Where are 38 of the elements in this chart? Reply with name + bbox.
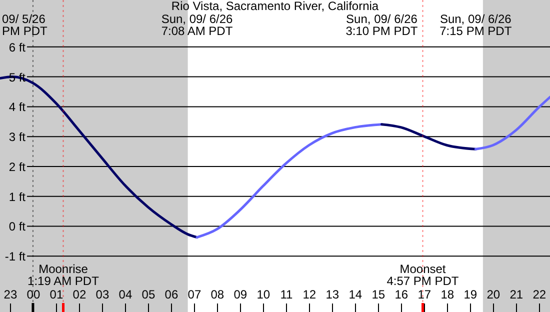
x-tick-label: 14 (348, 288, 362, 302)
x-tick-label: 20 (486, 288, 500, 302)
ref-line-label: Moonset 4:57 PM PDT (386, 262, 460, 288)
x-tick-label: 01 (50, 288, 64, 302)
x-tick-label: 12 (302, 288, 316, 302)
y-tick-label: 4 ft (8, 100, 26, 114)
x-tick-label: 03 (96, 288, 110, 302)
annotation: 09/ 5/26 PM PDT (2, 12, 48, 38)
x-tick-label: 19 (464, 288, 478, 302)
x-tick-label: 21 (510, 288, 524, 302)
x-tick-label: 10 (256, 288, 270, 302)
y-tick-label: 2 ft (8, 160, 26, 174)
x-tick-label: 15 (372, 288, 386, 302)
x-tick-label: 08 (210, 288, 224, 302)
x-tick-label: 13 (326, 288, 340, 302)
x-tick-label: 06 (164, 288, 178, 302)
y-tick-label: 3 ft (8, 130, 26, 144)
x-tick-label: 18 (440, 288, 454, 302)
x-tick-label: 23 (4, 288, 18, 302)
ref-line-label: Moonrise 1:19 AM PDT (28, 262, 100, 288)
y-tick-label: 6 ft (8, 40, 26, 54)
y-tick-label: -1 ft (4, 250, 26, 264)
x-tick-label: 22 (532, 288, 546, 302)
x-tick-label: 11 (280, 288, 293, 302)
x-tick-label: 04 (118, 288, 132, 302)
y-tick-label: 0 ft (8, 220, 26, 234)
annotation: Sun, 09/ 6/26 7:15 PM PDT (440, 12, 512, 38)
x-tick-label: 05 (142, 288, 156, 302)
y-tick-label: 1 ft (8, 190, 26, 204)
x-tick-label: 17 (418, 288, 432, 302)
x-tick-label: 09 (234, 288, 248, 302)
x-tick-label: 07 (188, 288, 202, 302)
annotation: Sun, 09/ 6/26 7:08 AM PDT (161, 12, 234, 38)
x-tick-label: 02 (72, 288, 86, 302)
x-tick-label: 00 (26, 288, 40, 302)
annotation: Sun, 09/ 6/26 3:10 PM PDT (346, 12, 418, 38)
chart-title: Rio Vista, Sacramento River, California (171, 0, 379, 13)
x-tick-label: 16 (394, 288, 408, 302)
